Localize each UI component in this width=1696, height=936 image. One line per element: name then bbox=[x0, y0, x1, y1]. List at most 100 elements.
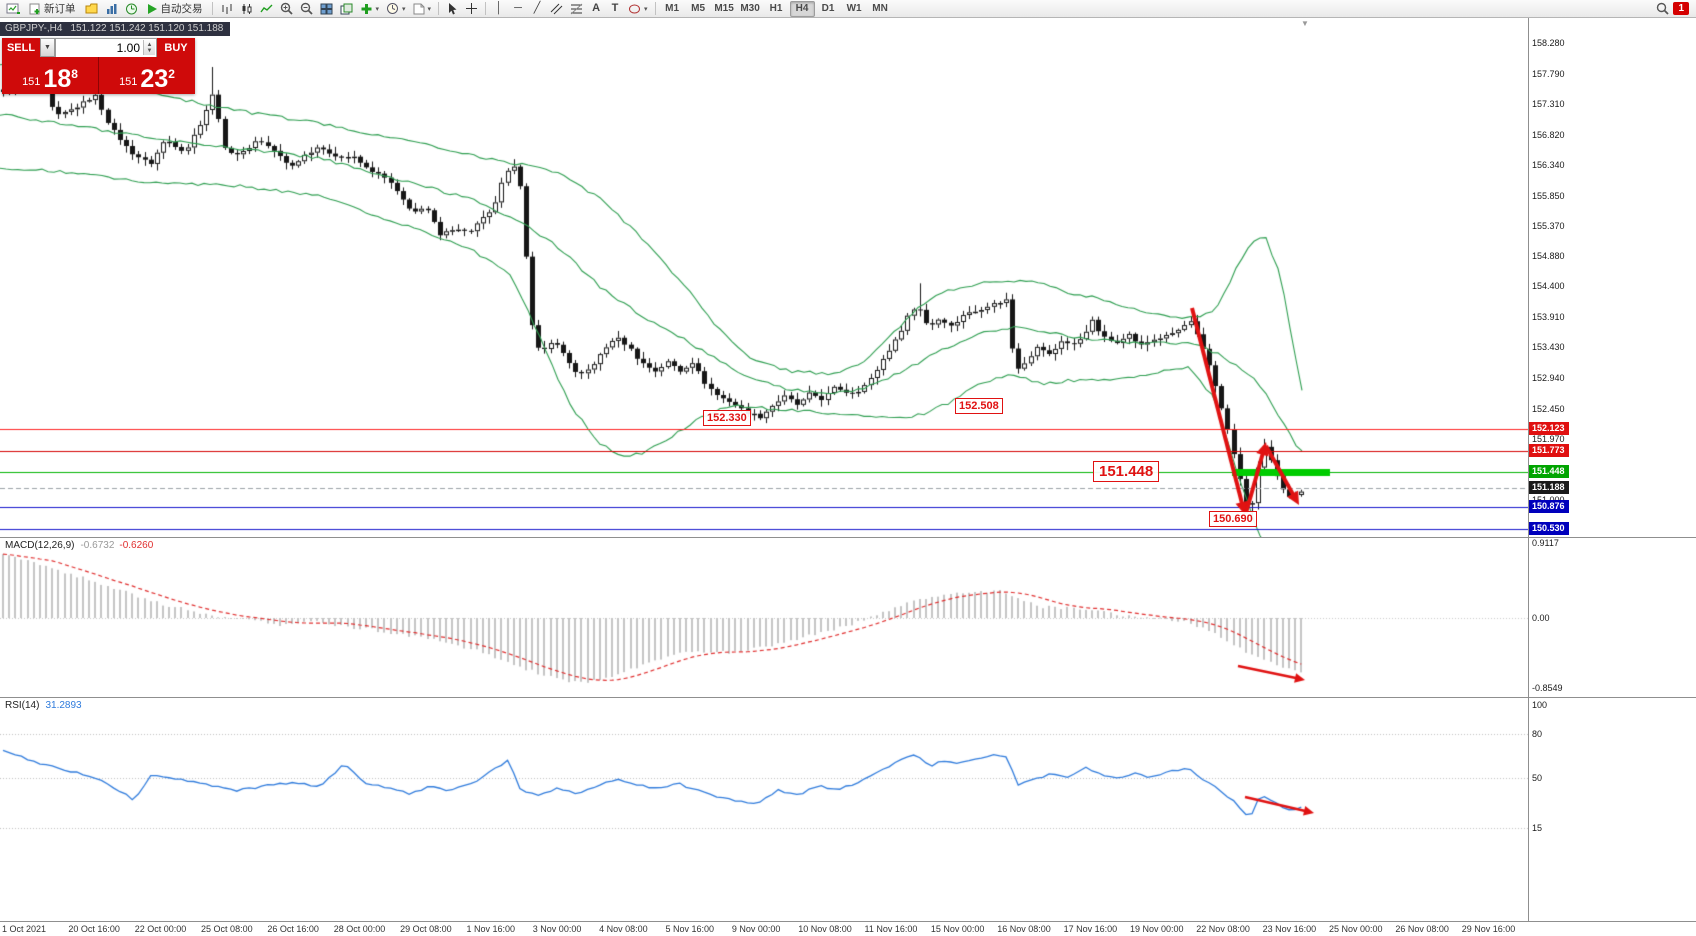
shapes-icon bbox=[629, 4, 641, 13]
data-window-button[interactable] bbox=[122, 1, 141, 17]
stepper-up-icon: ▲ bbox=[146, 41, 153, 48]
periods-button[interactable]: ▾ bbox=[383, 1, 409, 17]
horizontal-line-tool-button[interactable]: ─ bbox=[509, 1, 527, 17]
indicators-button[interactable]: ▾ bbox=[357, 1, 383, 17]
time-label: 22 Oct 00:00 bbox=[134, 924, 187, 934]
vertical-line-icon: │ bbox=[495, 2, 503, 14]
timeframe-m5-button[interactable]: M5 bbox=[691, 3, 706, 14]
indicators-caret-icon: ▾ bbox=[375, 5, 380, 13]
sell-price-button[interactable]: 151 18 8 bbox=[2, 57, 98, 94]
rsi-axis-label: 50 bbox=[1532, 772, 1543, 783]
main-chart-canvas[interactable] bbox=[0, 18, 1528, 537]
volume-input[interactable] bbox=[56, 39, 156, 57]
zoom-out-button[interactable] bbox=[297, 1, 316, 17]
crosshair-tool-button[interactable] bbox=[462, 1, 481, 17]
new-order-button[interactable]: 新订单 bbox=[24, 1, 81, 17]
price-marker: 150.876 bbox=[1529, 500, 1569, 514]
market-watch-button[interactable] bbox=[102, 1, 121, 17]
stepper-down-icon: ▼ bbox=[146, 47, 153, 54]
indicators-icon bbox=[361, 3, 371, 14]
cascade-windows-button[interactable] bbox=[337, 1, 356, 17]
price-tick: 151.000 bbox=[1532, 495, 1565, 505]
timeframe-h4-button[interactable]: H4 bbox=[789, 0, 815, 17]
rsi-panel-canvas[interactable] bbox=[0, 697, 1528, 922]
sell-price-sup: 8 bbox=[71, 67, 78, 81]
crosshair-icon bbox=[466, 3, 478, 14]
trendline-tool-button[interactable]: ╱ bbox=[528, 1, 546, 17]
macd-value-main: -0.6732 bbox=[80, 540, 115, 551]
auto-trading-button[interactable]: 自动交易 bbox=[142, 1, 208, 17]
toolbar-separator bbox=[438, 2, 440, 15]
time-label: 3 Nov 00:00 bbox=[532, 924, 582, 934]
macd-axis-label: 0.9117 bbox=[1532, 538, 1559, 549]
sell-button[interactable]: SELL bbox=[2, 38, 40, 57]
chevron-down-icon: ▼ bbox=[44, 44, 51, 51]
symbol-period-label: GBPJPY-,H4 bbox=[5, 23, 63, 34]
macd-axis-label: 0.00 bbox=[1532, 613, 1550, 623]
time-label: 15 Nov 00:00 bbox=[930, 924, 985, 934]
macd-rsi-separator[interactable] bbox=[0, 697, 1696, 698]
channel-tool-button[interactable] bbox=[547, 1, 566, 17]
price-callout-label: 152.508 bbox=[955, 398, 1003, 414]
volume-stepper[interactable]: ▲ ▼ bbox=[143, 40, 155, 55]
timeframe-m30-button[interactable]: M30 bbox=[740, 3, 760, 14]
price-marker: 152.123 bbox=[1529, 422, 1569, 436]
timeframe-d1-button[interactable]: D1 bbox=[821, 3, 835, 14]
new-chart-button[interactable] bbox=[3, 1, 23, 17]
label-tool-button[interactable]: T bbox=[606, 1, 624, 17]
time-label: 1 Oct 2021 bbox=[2, 924, 47, 934]
timeframe-h1-button[interactable]: H1 bbox=[769, 3, 783, 14]
candle-chart-type-button[interactable] bbox=[237, 1, 256, 17]
timeframe-mn-button[interactable]: MN bbox=[872, 3, 888, 14]
ohlc-values: 151.122 151.242 151.120 151.188 bbox=[70, 23, 224, 34]
templates-button[interactable]: ▾ bbox=[410, 1, 435, 17]
profiles-button[interactable] bbox=[82, 1, 101, 17]
time-label: 5 Nov 16:00 bbox=[665, 924, 715, 934]
zoom-in-button[interactable] bbox=[277, 1, 296, 17]
timeframe-m1-button[interactable]: M1 bbox=[665, 3, 680, 14]
macd-panel-canvas[interactable] bbox=[0, 537, 1528, 697]
price-tick: 152.940 bbox=[1532, 373, 1565, 384]
volume-field-wrap: ▲▼ bbox=[55, 38, 157, 57]
chart-shift-marker[interactable]: ▼ bbox=[1301, 19, 1309, 28]
rsi-value: 31.2893 bbox=[45, 700, 82, 711]
search-button[interactable] bbox=[1653, 1, 1672, 17]
timeframe-w1-button[interactable]: W1 bbox=[846, 3, 862, 14]
price-marker: 151.448 bbox=[1529, 464, 1569, 478]
bar-chart-type-button[interactable] bbox=[217, 1, 236, 17]
horizontal-line-icon: ─ bbox=[514, 2, 522, 14]
buy-price-prefix: 151 bbox=[119, 76, 138, 88]
label-icon: T bbox=[611, 2, 619, 14]
price-tick: 157.310 bbox=[1532, 99, 1565, 110]
buy-price-button[interactable]: 151 23 2 bbox=[98, 57, 195, 94]
time-label: 26 Oct 16:00 bbox=[267, 924, 319, 934]
auto-trading-icon bbox=[147, 3, 157, 14]
fibonacci-icon bbox=[570, 3, 583, 14]
price-tick: 153.430 bbox=[1532, 342, 1565, 353]
shapes-tool-button[interactable]: ▾ bbox=[625, 1, 651, 17]
macd-axis-label: -0.8549 bbox=[1532, 683, 1563, 694]
templates-icon bbox=[413, 3, 425, 14]
time-label: 25 Nov 00:00 bbox=[1329, 924, 1383, 934]
tile-windows-button[interactable] bbox=[317, 1, 336, 17]
cursor-tool-button[interactable] bbox=[443, 1, 461, 17]
notification-badge[interactable]: 1 bbox=[1673, 2, 1689, 15]
time-label: 19 Nov 00:00 bbox=[1129, 924, 1184, 934]
line-chart-type-button[interactable] bbox=[257, 1, 276, 17]
timeframe-m15-button[interactable]: M15 bbox=[714, 3, 734, 14]
buy-button[interactable]: BUY bbox=[157, 38, 195, 57]
ohlc-info-strip: GBPJPY-,H4 151.122 151.242 151.120 151.18… bbox=[0, 22, 231, 36]
text-tool-button[interactable]: A bbox=[587, 1, 605, 17]
price-callout-label: 151.448 bbox=[1093, 461, 1160, 482]
vertical-line-tool-button[interactable]: │ bbox=[490, 1, 508, 17]
main-macd-separator[interactable] bbox=[0, 537, 1696, 538]
fibonacci-tool-button[interactable] bbox=[567, 1, 586, 17]
macd-label: MACD(12,26,9) -0.6732 -0.6260 bbox=[5, 540, 153, 551]
new-chart-icon bbox=[6, 3, 20, 14]
volume-dropdown-button[interactable]: ▼ bbox=[40, 38, 55, 57]
buy-price-sup: 2 bbox=[168, 67, 175, 81]
time-label: 28 Oct 00:00 bbox=[333, 924, 386, 934]
time-label: 25 Oct 08:00 bbox=[201, 924, 253, 934]
